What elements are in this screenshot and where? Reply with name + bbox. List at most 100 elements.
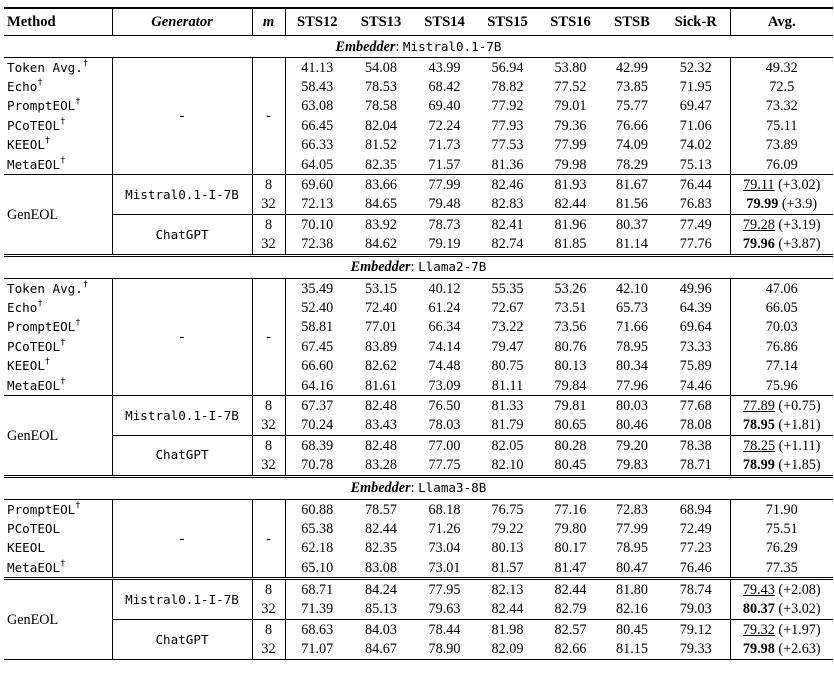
score-cell: 53.26 (554, 280, 587, 297)
avg-cell: 79.96 (+3.87) (729, 234, 833, 256)
baseline-row: Token Avg.† - -35.49 53.15 40.12 55.35 53.26 42… (4, 278, 833, 396)
score-cell: 79.12 (679, 621, 712, 638)
score-cell: 77.95 (428, 582, 461, 599)
score-cell: 79.03 (679, 601, 712, 618)
method-name: PromptEOL† (7, 500, 81, 517)
score-cell: 69.64 (679, 319, 712, 336)
header-col: STS15 (487, 14, 528, 30)
score-cell: 68.42 (428, 79, 461, 96)
avg-value: 78.25 (743, 437, 776, 454)
score-cell: 72.67 (491, 299, 524, 316)
method-name: PCoTEOL† (7, 337, 66, 354)
avg-delta: (+3.9) (781, 196, 818, 213)
score-cell: 82.83 (491, 196, 524, 213)
baseline-row: PCoTEOL† 67.45 83.89 74.14 79.47 80.76 78.95 73… (4, 337, 833, 357)
baseline-row: Token Avg.† - -41.13 54.08 43.99 56.94 53.80 42… (4, 57, 833, 175)
score-cell: 82.04 (365, 117, 397, 134)
score-cell: 85.13 (365, 601, 397, 618)
score-cell: 77.76 (679, 236, 712, 253)
method-geneol: GenEOL (7, 611, 59, 628)
method-name: PromptEOL† (7, 318, 81, 335)
embedder-name: Llama3-8B (418, 480, 487, 496)
score-cell: 75.77 (616, 98, 648, 115)
score-cell: 43.99 (428, 59, 461, 76)
method-name: PromptEOL† (7, 97, 81, 114)
avg-delta: (+0.75) (778, 397, 821, 414)
dagger-mark: † (75, 97, 81, 108)
score-cell: 82.35 (365, 540, 397, 557)
score-cell: 79.20 (616, 437, 648, 454)
score-cell: 82.35 (365, 156, 397, 173)
score-cell: 81.33 (491, 397, 524, 414)
score-cell: 54.08 (365, 59, 397, 76)
embedder-label: Embedder (350, 259, 411, 276)
score-cell: 84.24 (365, 582, 397, 599)
score-cell: 71.07 (284, 639, 349, 660)
avg-value: 78.99 (742, 457, 775, 474)
score-cell: 82.41 (491, 216, 524, 233)
score-cell: 81.11 (491, 377, 524, 394)
m-value: 8 (251, 578, 285, 600)
score-cell: 79.47 (491, 338, 524, 355)
header-col: STS13 (360, 14, 402, 30)
baseline-row: MetaEOL† 64.16 81.61 73.09 81.11 79.84 77.96 74… (4, 375, 833, 396)
avg-cell: 79.11 (+3.02) (729, 174, 833, 195)
score-cell: 82.16 (616, 601, 648, 618)
score-cell: 82.44 (554, 582, 587, 599)
score-cell: 82.46 (491, 177, 524, 194)
m-value: 8 (251, 395, 285, 416)
score-cell: 81.47 (554, 559, 587, 576)
score-cell: 58.81 (284, 317, 349, 338)
score-cell: 79.01 (554, 98, 587, 115)
score-cell: 78.95 (616, 338, 648, 355)
score-cell: 78.08 (679, 417, 712, 434)
score-cell: 68.94 (679, 501, 712, 518)
score-cell: 80.13 (554, 358, 587, 375)
method-name: Token Avg.† (7, 279, 89, 296)
score-cell: 73.22 (491, 319, 524, 336)
method-name: Echo† (7, 78, 43, 95)
score-cell: 79.36 (554, 117, 587, 134)
header-col: STS16 (550, 14, 591, 30)
baseline-row: Echo† 52.40 72.40 61.24 72.67 73.51 65.73 64.39… (4, 298, 833, 318)
geneol-row: ChatGPT 8 68.39 82.48 77.00 82.05 80.28 79.20 78… (4, 435, 833, 477)
avg-value: 77.89 (742, 397, 775, 414)
score-cell: 52.40 (284, 298, 349, 318)
m-value: 8 (251, 174, 285, 195)
avg-cell: 79.43 (+2.08) (729, 578, 833, 600)
score-cell: 81.61 (365, 377, 397, 394)
avg-cell: 79.98 (+2.63) (729, 639, 833, 660)
score-cell: 74.46 (679, 377, 712, 394)
score-cell: 78.82 (491, 79, 524, 96)
score-cell: 81.67 (616, 177, 648, 194)
score-cell: 82.44 (554, 196, 587, 213)
score-cell: 77.49 (679, 216, 712, 233)
score-cell: 78.74 (679, 582, 712, 599)
score-cell: 66.33 (284, 135, 349, 155)
score-cell: 78.29 (616, 156, 648, 173)
avg-cell: 79.99 (+3.9) (729, 194, 833, 215)
score-cell: 81.98 (491, 621, 524, 638)
generator-cell: - (111, 57, 252, 175)
method-geneol: GenEOL (7, 427, 59, 444)
score-cell: 80.17 (554, 540, 587, 557)
method-name: MetaEOL† (7, 155, 66, 172)
score-cell: 69.60 (284, 174, 349, 195)
score-cell: 77.16 (554, 501, 587, 518)
score-cell: 72.13 (284, 194, 349, 215)
avg-cell: 73.89 (729, 135, 833, 155)
score-cell: 79.22 (491, 520, 524, 537)
score-cell: 80.45 (616, 621, 648, 638)
score-cell: 65.38 (284, 519, 349, 539)
score-cell: 68.63 (284, 619, 349, 640)
score-cell: 71.39 (284, 599, 349, 620)
score-cell: 64.39 (679, 299, 712, 316)
avg-delta: (+1.11) (778, 437, 821, 454)
score-cell: 60.88 (284, 499, 349, 520)
embedder-label: Embedder (335, 38, 396, 55)
score-cell: 77.99 (428, 177, 461, 194)
score-cell: 67.37 (284, 395, 349, 416)
score-cell: 78.44 (428, 621, 461, 638)
geneol-row: ChatGPT 8 70.10 83.92 78.73 82.41 81.96 80.37 77… (4, 214, 833, 256)
